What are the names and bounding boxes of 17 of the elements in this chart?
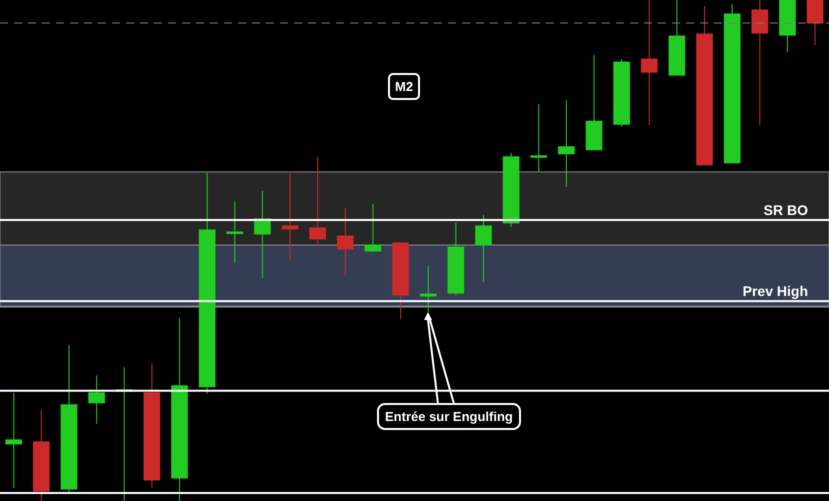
candlestick [5,392,22,488]
candlestick [558,100,575,188]
candlestick [364,203,382,253]
candlestick [806,0,824,46]
candlestick [282,172,298,262]
candlestick [88,374,105,424]
annotation: Entrée sur Engulfing [377,403,521,430]
candlestick [530,104,548,172]
ref-line-label: Prev High [742,283,808,300]
candlestick [226,201,244,264]
candlestick [751,0,768,126]
candlestick [475,214,492,283]
candlestick [640,0,658,126]
candlestick [309,156,326,246]
candlestick [336,207,354,277]
ref-line-label: SR BO [764,202,808,218]
annotation: M2 [388,73,420,100]
